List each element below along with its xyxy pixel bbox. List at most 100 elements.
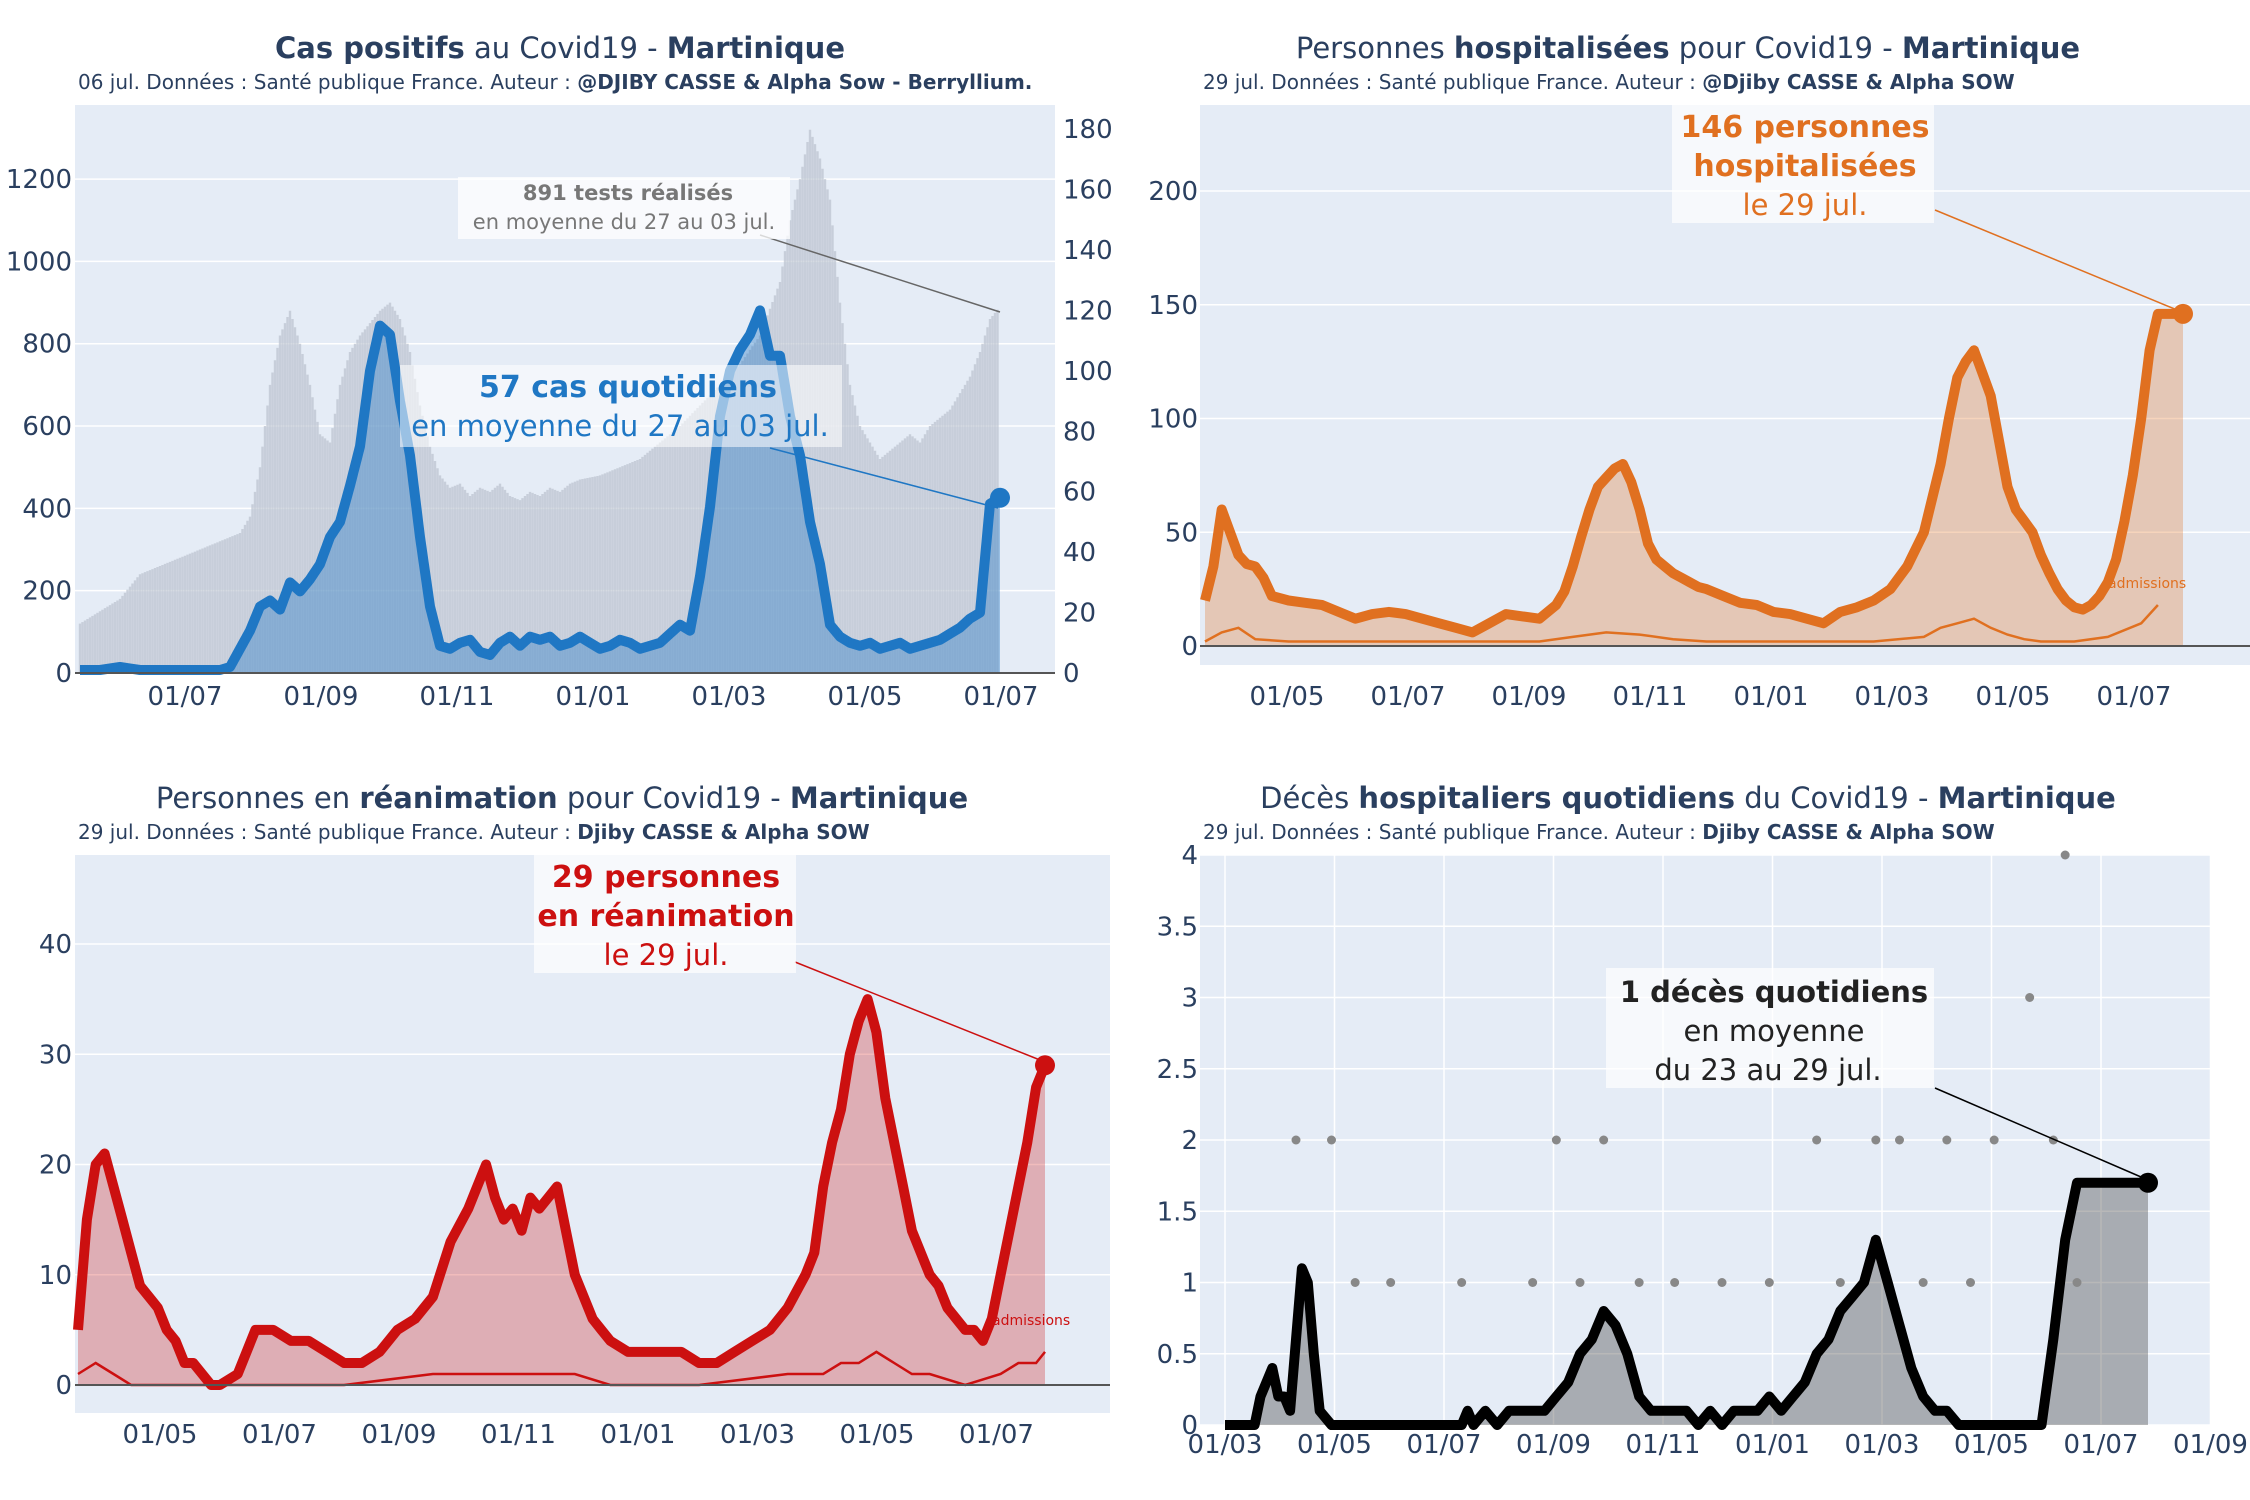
x-tick-label: 01/07 [2064, 1430, 2139, 1460]
icu-annotation-line-1: 29 personnes [552, 860, 780, 895]
y-tick-label: 600 [22, 412, 72, 442]
cases-last-point [990, 487, 1010, 508]
title-part: Décès [1260, 781, 1358, 815]
death-point [1835, 1278, 1845, 1287]
y-tick-label: 200 [1148, 177, 1198, 207]
y-tick-label: 1 [1181, 1269, 1198, 1299]
title-part: @DJIBY CASSE & Alpha Sow - Berryllium. [577, 70, 1032, 94]
hosp-chart-subtitle: 29 jul. Données : Santé publique France.… [1203, 70, 2015, 94]
deaths-chart-subtitle: 29 jul. Données : Santé publique France.… [1203, 820, 1995, 844]
cases-chart-subtitle: 06 jul. Données : Santé publique France.… [78, 70, 1032, 94]
deaths-chart-title: Décès hospitaliers quotidiens du Covid19… [1260, 781, 2116, 815]
cases-line [80, 305, 1003, 675]
x-tick-label: 01/07 [1371, 682, 1446, 712]
title-part: Martinique [667, 31, 845, 65]
hosp-x-axis: 01/05 01/07 01/09 01/11 01/01 01/03 01/05 01/07 [1250, 682, 2172, 712]
title-part: 29 jul. Données : Santé publique France.… [1203, 820, 1702, 844]
icu-admissions-label: admissions [992, 1313, 1070, 1329]
death-point [1670, 1278, 1680, 1287]
icu-last-point [1035, 1055, 1055, 1076]
cases-chart-title: Cas positifs au Covid19 - Martinique [275, 31, 845, 65]
title-part: Martinique [1938, 781, 2116, 815]
death-point [1291, 1135, 1301, 1145]
icu-x-axis: 01/05 01/07 01/09 01/11 01/01 01/03 01/05 01/07 [123, 1420, 1034, 1450]
title-part: Martinique [1902, 31, 2080, 65]
x-tick-label: 01/07 [148, 682, 223, 712]
x-tick-label: 01/03 [1845, 1430, 1920, 1460]
x-tick-label: 01/11 [481, 1420, 556, 1450]
title-part: @Djiby CASSE & Alpha SOW [1702, 70, 2015, 94]
y-tick-label: 80 [1063, 417, 1096, 447]
x-tick-label: 01/05 [1954, 1430, 2029, 1460]
y-tick-label: 180 [1063, 115, 1113, 145]
death-point [1386, 1278, 1396, 1287]
hosp-line [1200, 308, 2183, 638]
death-point [1989, 1135, 1999, 1145]
y-tick-label: 2 [1181, 1126, 1198, 1156]
deaths-annotation-line-1: 1 décès quotidiens [1620, 975, 1928, 1009]
death-point [1528, 1278, 1538, 1287]
x-tick-label: 01/09 [2173, 1430, 2248, 1460]
y-tick-label: 0 [1063, 659, 1080, 689]
x-tick-label: 01/09 [284, 682, 359, 712]
title-part: 29 jul. Données : Santé publique France.… [78, 820, 577, 844]
x-tick-label: 01/07 [959, 1420, 1034, 1450]
death-point [1551, 1135, 1561, 1145]
cases-right-axis: 0 20 40 60 80 100 120 140 160 180 [1063, 115, 1113, 689]
title-part: au Covid19 - [465, 31, 667, 65]
y-tick-label: 1000 [6, 247, 72, 277]
x-tick-label: 01/09 [1492, 682, 1567, 712]
y-tick-label: 100 [1148, 405, 1198, 435]
y-tick-label: 20 [39, 1151, 72, 1181]
y-tick-label: 400 [22, 494, 72, 524]
death-point [1812, 1135, 1822, 1145]
x-tick-label: 01/11 [420, 682, 495, 712]
title-part: 29 jul. Données : Santé publique France.… [1203, 70, 1702, 94]
hosp-admissions-label: admissions [2108, 576, 2186, 592]
death-point [2025, 993, 2035, 1002]
y-tick-label: 1200 [6, 165, 72, 195]
title-part: hospitaliers quotidiens [1358, 781, 1735, 815]
y-tick-label: 0 [55, 1371, 72, 1401]
deaths-annotation-line-3: du 23 au 29 jul. [1654, 1053, 1881, 1087]
y-tick-label: 1.5 [1157, 1197, 1198, 1227]
death-point [1764, 1278, 1774, 1287]
death-point [1599, 1135, 1609, 1145]
y-tick-label: 120 [1063, 296, 1113, 326]
hosp-area [1205, 313, 2183, 646]
y-tick-label: 40 [39, 930, 72, 960]
cases-annotation-box [400, 365, 842, 447]
death-point [1575, 1278, 1585, 1287]
title-part: 06 jul. Données : Santé publique France.… [78, 70, 577, 94]
title-part: Cas positifs [275, 31, 465, 65]
x-tick-label: 01/03 [1188, 1430, 1263, 1460]
y-tick-label: 800 [22, 330, 72, 360]
x-tick-label: 01/01 [601, 1420, 676, 1450]
cases-callout-line [769, 447, 999, 509]
cases-x-axis: 01/07 01/09 01/11 01/01 01/03 01/05 01/07 [148, 682, 1039, 712]
x-tick-label: 01/01 [556, 682, 631, 712]
icu-line [73, 994, 1050, 1390]
x-tick-label: 01/07 [2097, 682, 2172, 712]
x-tick-label: 01/05 [828, 682, 903, 712]
title-part: pour Covid19 - [558, 781, 790, 815]
death-point [1895, 1135, 1904, 1145]
x-tick-label: 01/03 [720, 1420, 795, 1450]
death-point [1634, 1278, 1644, 1287]
title-part: Djiby CASSE & Alpha SOW [1702, 820, 1995, 844]
cases-annotation-line-2: en moyenne du 27 au 03 jul. [411, 409, 829, 443]
x-tick-label: 01/01 [1735, 1430, 1810, 1460]
x-tick-label: 01/09 [362, 1420, 437, 1450]
icu-callout-line [794, 961, 1046, 1063]
y-tick-label: 10 [39, 1261, 72, 1291]
hosp-annotation-line-3: le 29 jul. [1743, 188, 1868, 222]
hosp-chart-title: Personnes hospitalisées pour Covid19 - M… [1296, 31, 2080, 65]
hosp-annotation-line-2: hospitalisées [1693, 149, 1916, 184]
x-tick-label: 01/07 [242, 1420, 317, 1450]
tests-callout-line [759, 234, 1001, 313]
icu-chart: Personnes en réanimation pour Covid19 - … [39, 781, 1110, 1450]
death-point [2060, 850, 2070, 860]
x-tick-label: 01/07 [964, 682, 1039, 712]
hosp-callout-line [1934, 209, 2183, 313]
